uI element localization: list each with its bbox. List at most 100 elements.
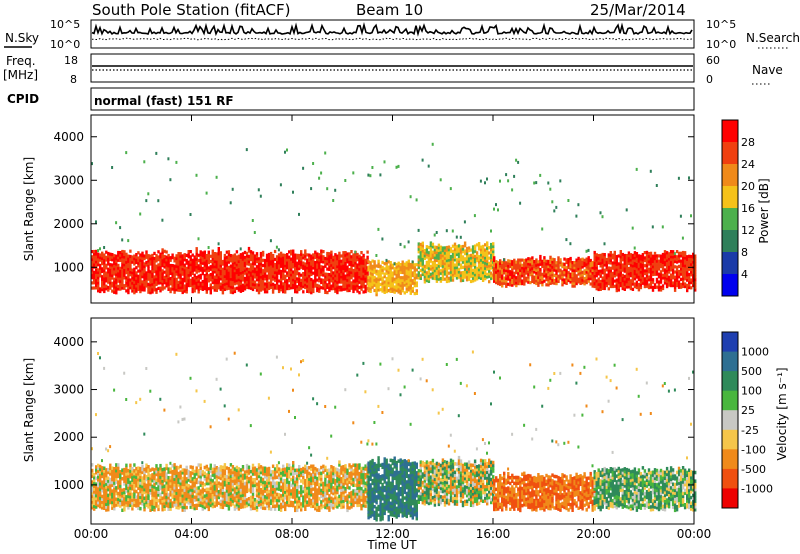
data-cell (149, 482, 152, 487)
data-cell (127, 278, 130, 282)
data-cell (137, 259, 140, 263)
data-cell (457, 252, 461, 256)
data-cell (599, 256, 602, 260)
data-cell (215, 265, 218, 269)
data-cell (336, 267, 339, 271)
data-cell (659, 270, 663, 274)
data-cell (247, 283, 251, 287)
data-cell (367, 265, 370, 269)
data-cell (229, 272, 233, 276)
data-cell (692, 252, 695, 256)
data-cell (467, 249, 471, 253)
data-cell (467, 259, 471, 263)
data-cell (151, 490, 154, 494)
data-cell (312, 287, 315, 291)
data-cell (163, 275, 166, 279)
data-cell (237, 490, 241, 494)
data-cell (175, 497, 178, 501)
data-cell (197, 463, 200, 467)
data-cell (115, 262, 118, 266)
data-cell (165, 463, 168, 468)
data-cell (360, 269, 363, 273)
data-cell (119, 226, 122, 230)
data-cell (277, 289, 281, 294)
data-cell (300, 265, 303, 269)
data-cell (290, 268, 293, 272)
data-cell (193, 478, 196, 482)
data-cell (535, 276, 538, 280)
data-cell (153, 496, 156, 501)
data-cell (141, 264, 144, 268)
data-cell (567, 271, 570, 275)
data-cell (686, 275, 689, 280)
data-cell (443, 248, 447, 253)
data-cell (443, 261, 447, 266)
data-cell (127, 491, 130, 496)
data-cell (229, 259, 233, 263)
data-cell (411, 271, 414, 275)
data-cell (161, 476, 164, 480)
data-cell (469, 261, 473, 265)
data-cell (441, 262, 445, 266)
data-cell (161, 487, 164, 492)
data-cell (284, 269, 287, 273)
data-cell (447, 250, 451, 254)
data-cell (109, 489, 112, 493)
data-cell (211, 496, 214, 500)
data-cell (686, 270, 689, 274)
data-cell (493, 261, 496, 265)
data-cell (409, 289, 412, 293)
data-cell (617, 264, 620, 269)
data-cell (261, 274, 265, 278)
data-cell (233, 289, 237, 294)
data-cell (191, 269, 194, 273)
data-cell (193, 258, 196, 262)
data-cell (417, 247, 420, 251)
data-cell (265, 266, 269, 270)
data-cell (145, 255, 148, 259)
data-cell (306, 266, 309, 270)
data-cell (109, 278, 112, 282)
data-cell (369, 279, 372, 283)
data-cell (461, 255, 465, 259)
data-cell (322, 268, 325, 272)
data-cell (531, 271, 534, 276)
data-cell (189, 260, 192, 264)
data-cell (203, 474, 206, 478)
data-cell (320, 171, 323, 175)
data-cell (328, 278, 331, 282)
data-cell (300, 284, 303, 288)
data-cell (671, 271, 675, 275)
data-cell (257, 259, 261, 263)
data-cell (401, 276, 404, 280)
data-cell (145, 281, 148, 285)
data-cell (227, 252, 231, 256)
data-cell (493, 269, 496, 273)
data-cell (306, 253, 309, 257)
data-cell (607, 271, 610, 275)
data-cell (595, 263, 598, 267)
data-cell (219, 505, 222, 509)
data-cell (117, 486, 120, 490)
data-cell (551, 200, 554, 204)
data-cell (435, 277, 439, 281)
data-cell (465, 265, 469, 269)
data-cell (113, 261, 116, 266)
data-cell (523, 269, 526, 273)
data-cell (147, 496, 150, 500)
data-cell (433, 263, 437, 267)
data-cell (103, 503, 106, 508)
data-cell (573, 271, 576, 275)
data-cell (647, 257, 651, 261)
data-cell (123, 263, 126, 267)
data-cell (123, 499, 126, 503)
data-cell (377, 270, 380, 274)
data-cell (175, 280, 178, 284)
data-cell (171, 279, 174, 283)
data-cell (99, 269, 102, 273)
data-cell (663, 260, 667, 264)
data-cell (117, 266, 120, 270)
data-cell (290, 249, 293, 253)
data-cell (177, 483, 180, 487)
data-cell (91, 268, 94, 272)
